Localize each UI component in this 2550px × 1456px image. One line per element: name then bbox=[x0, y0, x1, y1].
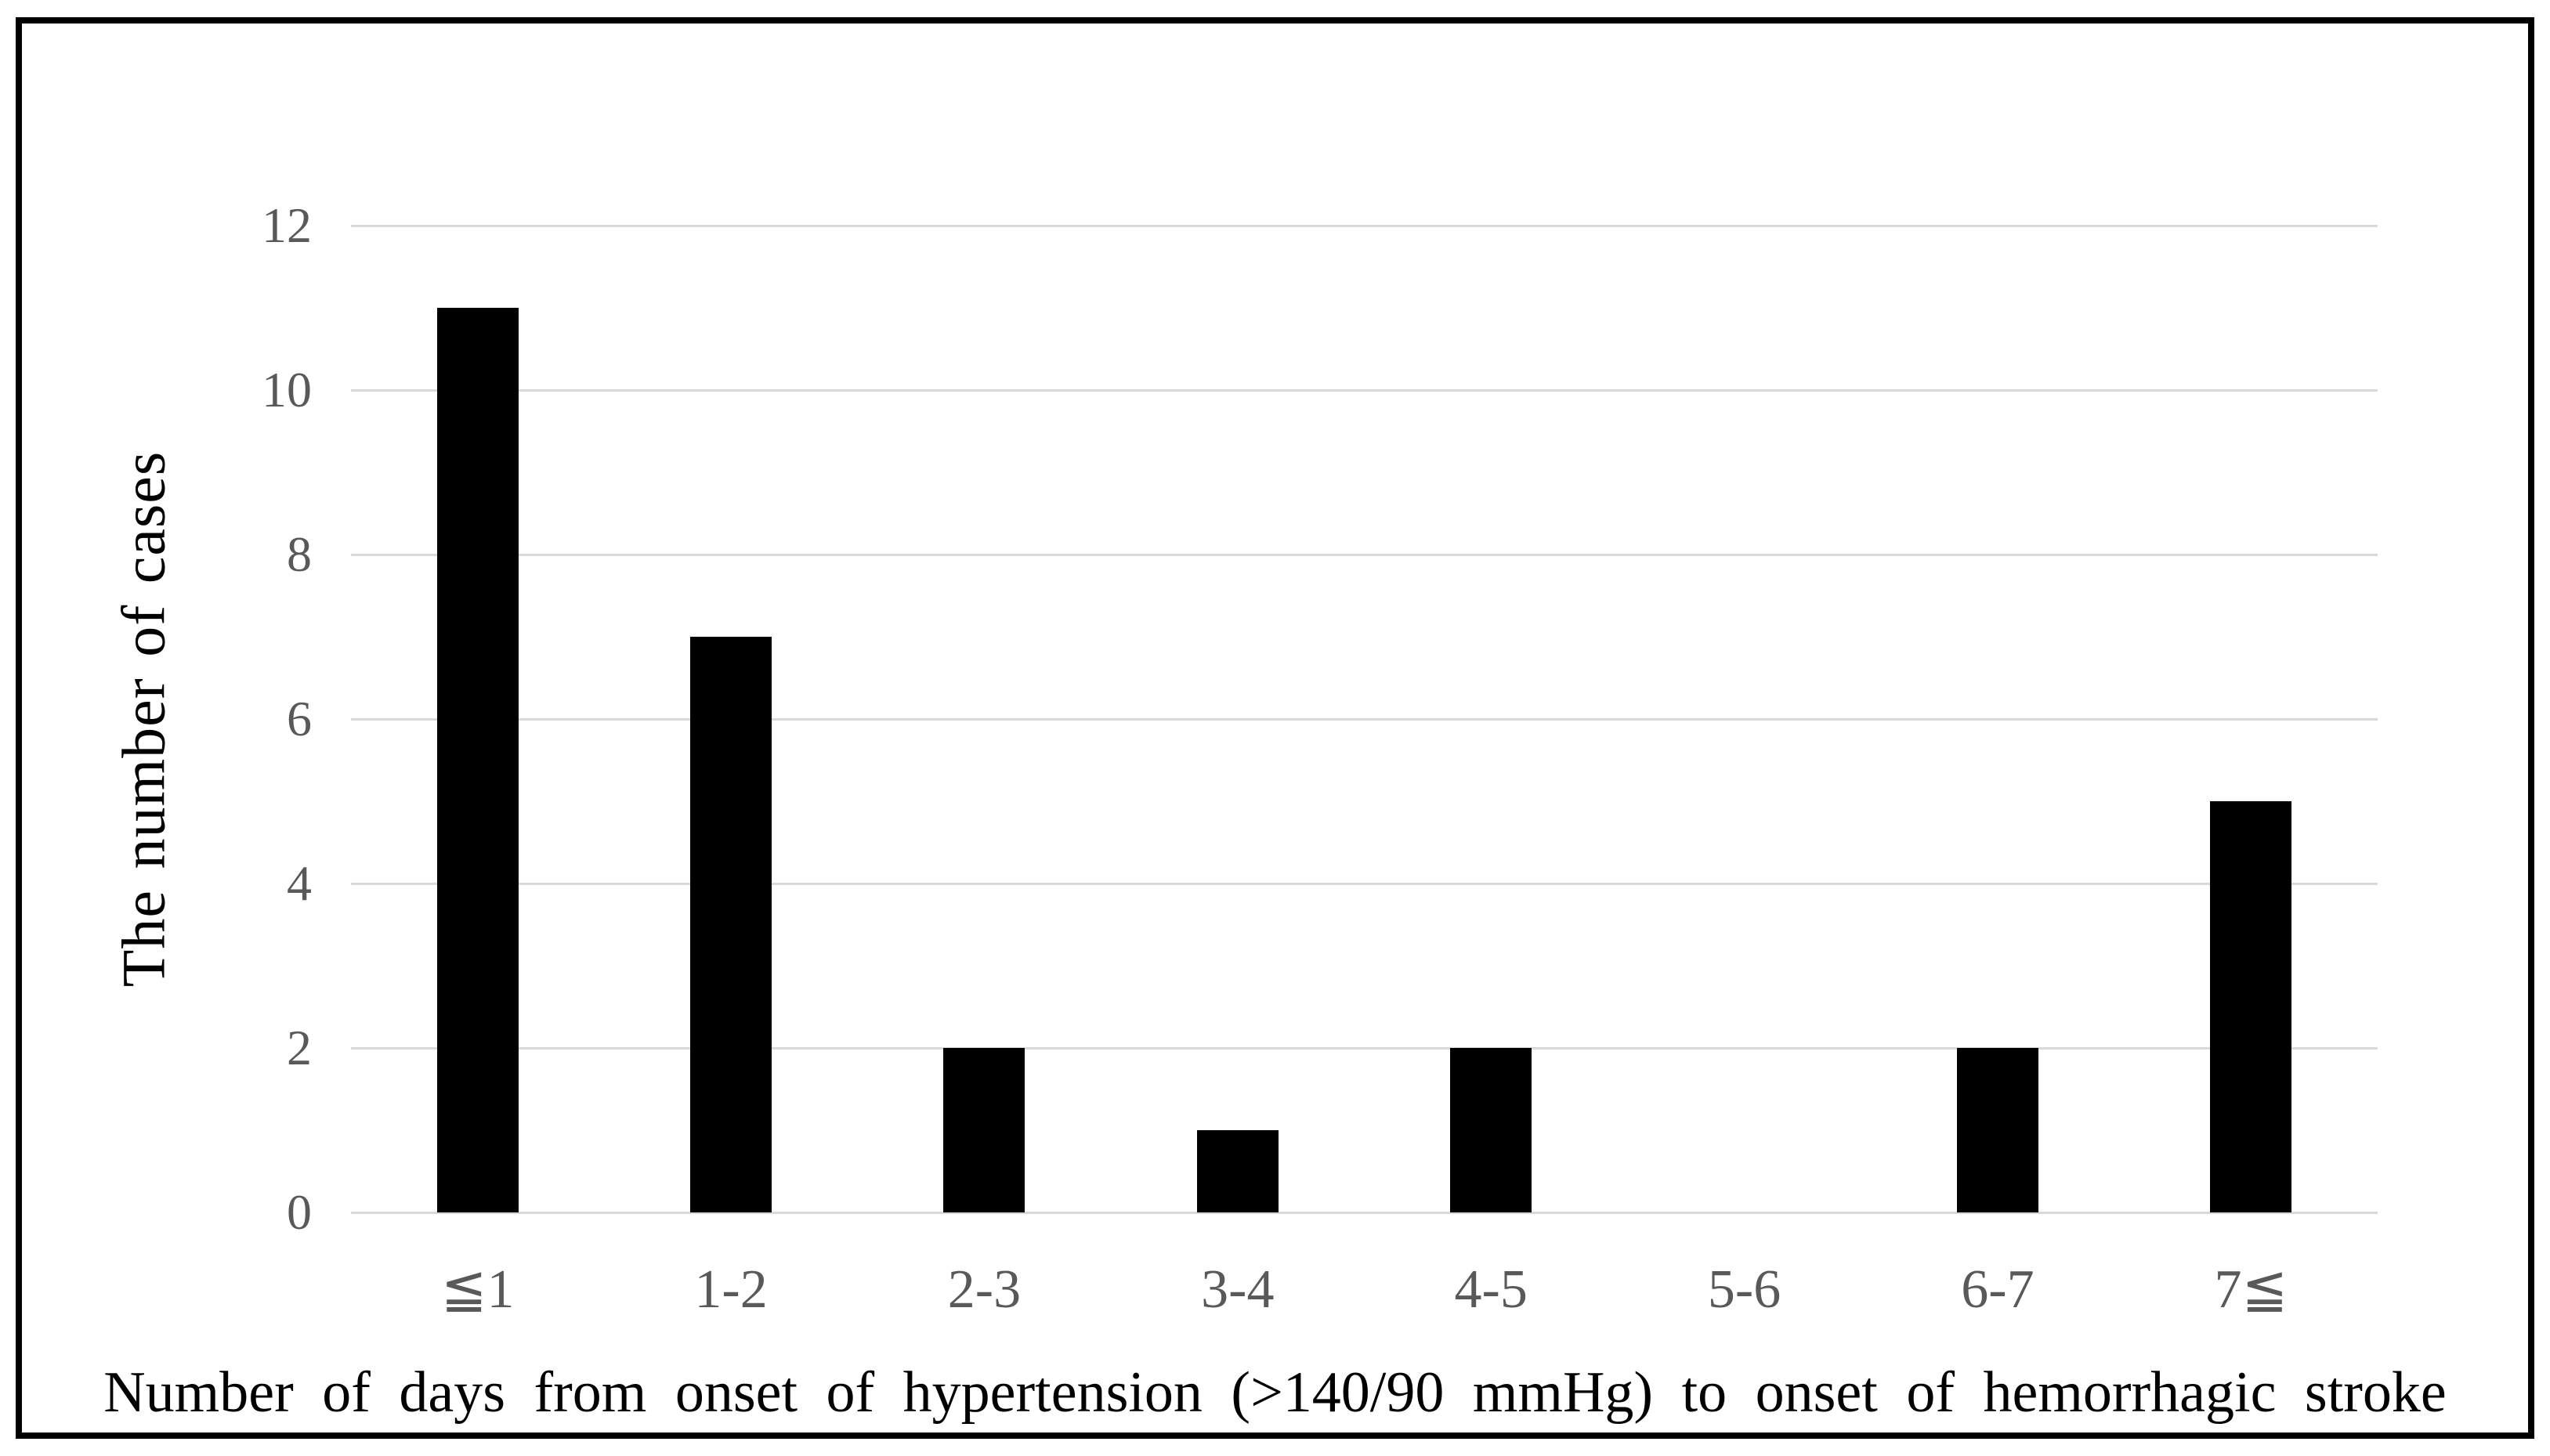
x-tick-label: 4-5 bbox=[1454, 1259, 1528, 1320]
x-tick-label: 3-4 bbox=[1201, 1259, 1275, 1320]
gridline bbox=[351, 718, 2378, 721]
x-tick-label: 7≦ bbox=[2214, 1259, 2288, 1320]
y-axis-title-wrap: The number of cases bbox=[96, 226, 190, 1212]
plot-area bbox=[351, 225, 2378, 1214]
y-tick-label: 12 bbox=[262, 197, 312, 253]
gridline bbox=[351, 554, 2378, 556]
x-tick-label: ≦1 bbox=[440, 1259, 515, 1320]
bar bbox=[1450, 1048, 1532, 1212]
x-tick-label: 6-7 bbox=[1961, 1259, 2035, 1320]
bar bbox=[436, 308, 519, 1212]
bar bbox=[1956, 1048, 2038, 1212]
bar bbox=[2210, 801, 2292, 1212]
gridline bbox=[351, 389, 2378, 392]
y-tick-label: 4 bbox=[287, 855, 312, 911]
gridline bbox=[351, 1047, 2378, 1050]
x-tick-label: 2-3 bbox=[947, 1259, 1022, 1320]
chart-frame: 0 2 4 6 8 10 12 ≦1 1-2 2-3 3-4 4-5 5-6 6-7 7≦ The num… bbox=[16, 17, 2534, 1439]
gridline bbox=[351, 225, 2378, 227]
y-axis-title: The number of cases bbox=[109, 450, 178, 988]
x-axis-title: Number of days from onset of hypertensio… bbox=[103, 1360, 2447, 1425]
y-tick-label: 0 bbox=[287, 1184, 312, 1240]
x-tick-label: 1-2 bbox=[694, 1259, 768, 1320]
gridline bbox=[351, 883, 2378, 885]
x-tick-label: 5-6 bbox=[1707, 1259, 1781, 1320]
y-tick-label: 6 bbox=[287, 691, 312, 746]
y-tick-label: 2 bbox=[287, 1020, 312, 1075]
y-tick-label: 8 bbox=[287, 526, 312, 582]
bar bbox=[1196, 1130, 1279, 1212]
gridline bbox=[351, 1212, 2378, 1214]
y-tick-label: 10 bbox=[262, 362, 312, 417]
bar bbox=[690, 637, 772, 1212]
bar bbox=[943, 1048, 1025, 1212]
